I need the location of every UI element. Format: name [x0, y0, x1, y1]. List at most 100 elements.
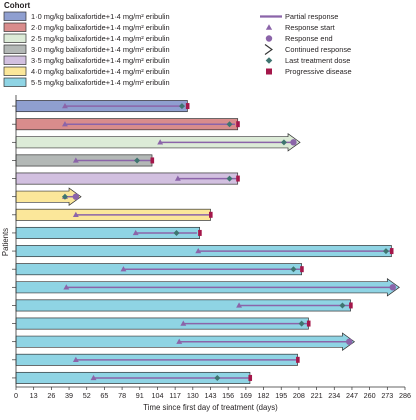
- legend-swatch-cohort-5: [3, 55, 27, 65]
- legend-label-line: Partial response: [285, 12, 338, 21]
- x-tick-label-143: 143: [205, 391, 217, 400]
- x-tick-label-0: 0: [14, 391, 18, 400]
- y-axis-label: Patients: [1, 228, 10, 256]
- last-dose-marker-10: [290, 266, 297, 273]
- response-end-marker-14: [346, 338, 353, 345]
- x-tick-label-260: 260: [364, 391, 376, 400]
- x-axis-label: Time since first day of treatment (days): [143, 403, 278, 412]
- legend-swatch-cohort-7: [3, 77, 27, 87]
- progressive-marker-4: [150, 157, 155, 164]
- progressive-marker-7: [209, 211, 213, 218]
- response-start-marker-2: [62, 121, 68, 127]
- response-start-marker-16: [90, 374, 97, 381]
- progressive-marker-1: [185, 103, 190, 110]
- response-end-marker-3: [290, 139, 297, 146]
- legend-label-cohort-1: 1·0 mg/kg balixafortide+1·4 mg/m² eribul…: [31, 12, 170, 21]
- x-tick-label-182: 182: [258, 391, 270, 400]
- last-dose-marker-3: [280, 139, 287, 146]
- response-start-marker-1: [62, 102, 68, 109]
- last-dose-marker-13: [298, 320, 305, 327]
- x-tick-label-286: 286: [399, 391, 411, 400]
- x-tick-label-130: 130: [187, 391, 199, 400]
- x-tick-label-221: 221: [311, 391, 323, 400]
- legend-label-cohort-2: 2·0 mg/kg balixafortide+1·4 mg/m² eribul…: [31, 23, 170, 32]
- legend-swatch-cohort-2: [3, 22, 27, 32]
- x-tick-label-65: 65: [100, 391, 108, 400]
- x-tick-label-52: 52: [83, 391, 91, 400]
- progressive-marker-16: [248, 374, 253, 381]
- last-dose-marker-8: [173, 229, 180, 236]
- last-dose-marker-16: [214, 374, 221, 381]
- legend-label-cohort-5: 3·5 mg/kg balixafortide+1·4 mg/m² eribul…: [31, 56, 170, 65]
- legend-label-triangle: Response start: [285, 23, 335, 32]
- x-tick-label-156: 156: [222, 391, 234, 400]
- response-start-marker-8: [132, 229, 139, 236]
- legend-label-cohort-6: 4·0 mg/kg balixafortide+1·4 mg/m² eribul…: [31, 67, 170, 76]
- response-start-marker-7: [72, 211, 79, 217]
- progressive-marker-9: [389, 248, 394, 255]
- legend-symbol-square: [266, 68, 272, 75]
- last-dose-marker-9: [382, 248, 389, 255]
- x-tick-label-13: 13: [30, 391, 38, 400]
- legend-label-arrow: Continued response: [285, 45, 351, 54]
- progressive-marker-15: [296, 356, 300, 363]
- patient-bar-6: [15, 187, 82, 206]
- legend-symbol-triangle: [265, 24, 273, 30]
- response-start-marker-11: [63, 284, 70, 290]
- response-end-marker-11: [389, 284, 396, 291]
- response-start-marker-3: [157, 139, 164, 145]
- legend-label-diamond: Last treatment dose: [285, 56, 350, 65]
- last-dose-marker-4: [134, 157, 141, 164]
- progressive-marker-2: [236, 121, 240, 128]
- legend-label-cohort-7: 5·5 mg/kg balixafortide+1·4 mg/m² eribul…: [31, 78, 170, 87]
- last-dose-marker-6: [61, 193, 68, 200]
- x-tick-label-208: 208: [293, 391, 305, 400]
- x-tick-label-247: 247: [346, 391, 358, 400]
- legend-label-cohort-4: 3·0 mg/kg balixafortide+1·4 mg/m² eribul…: [31, 45, 170, 54]
- legend-swatch-cohort-4: [3, 44, 27, 54]
- x-tick-label-39: 39: [65, 391, 73, 400]
- x-tick-label-117: 117: [169, 391, 180, 400]
- x-tick-label-78: 78: [118, 391, 126, 400]
- x-tick-label-273: 273: [381, 391, 393, 400]
- x-tick-label-91: 91: [136, 391, 144, 400]
- response-end-marker-6: [72, 193, 80, 200]
- last-dose-marker-12: [339, 302, 346, 309]
- response-start-marker-10: [120, 266, 127, 272]
- legend-symbol-arrow: [264, 44, 273, 55]
- response-start-marker-15: [72, 356, 79, 362]
- legend-label-cohort-3: 2·5 mg/kg balixafortide+1·4 mg/m² eribul…: [31, 34, 170, 43]
- last-dose-marker-1: [178, 103, 185, 110]
- progressive-marker-5: [236, 175, 240, 182]
- response-start-marker-13: [180, 320, 187, 326]
- legend-label-square: Progressive disease: [285, 67, 352, 76]
- legend-swatch-cohort-1: [3, 11, 27, 21]
- patient-bar-3: [15, 133, 301, 152]
- x-tick-label-234: 234: [328, 391, 340, 400]
- response-start-marker-14: [176, 338, 183, 344]
- progressive-marker-8: [198, 229, 202, 236]
- legend-symbol-circle: [265, 35, 273, 42]
- response-start-marker-9: [195, 247, 202, 254]
- progressive-marker-12: [349, 302, 353, 309]
- x-tick-label-104: 104: [151, 391, 163, 400]
- last-dose-marker-2: [226, 121, 233, 128]
- legend-label-circle: Response end: [285, 34, 333, 43]
- plot-area: [15, 100, 400, 384]
- response-start-marker-12: [236, 302, 243, 308]
- last-dose-marker-5: [226, 175, 233, 182]
- response-start-marker-4: [72, 157, 79, 163]
- x-tick-label-169: 169: [240, 391, 252, 400]
- x-tick-label-26: 26: [47, 391, 55, 400]
- legend-swatch-cohort-6: [3, 66, 27, 76]
- response-start-marker-5: [174, 175, 181, 181]
- axes: 0 13 26 39 52 65 78 91 104 117 130 143 156 169 182 195 2…: [1, 95, 411, 412]
- legend-title: Cohort: [4, 1, 31, 10]
- progressive-marker-10: [300, 266, 304, 273]
- legend-symbol-diamond: [265, 57, 273, 64]
- progressive-marker-13: [306, 320, 311, 327]
- legend-swatch-cohort-3: [3, 33, 27, 43]
